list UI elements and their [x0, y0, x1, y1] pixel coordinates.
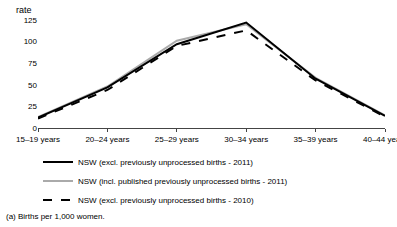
svg-text:35–39 years: 35–39 years: [294, 135, 338, 144]
svg-text:20–24 years: 20–24 years: [85, 135, 129, 144]
svg-text:(a) Births per 1,000 women.: (a) Births per 1,000 women.: [6, 212, 105, 221]
svg-text:100: 100: [24, 37, 38, 46]
svg-text:0: 0: [33, 124, 38, 133]
svg-text:NSW (excl. previously unproces: NSW (excl. previously unprocessed births…: [78, 196, 254, 205]
svg-text:25: 25: [28, 102, 37, 111]
svg-text:75: 75: [28, 59, 37, 68]
svg-text:30–34 years: 30–34 years: [224, 135, 268, 144]
svg-text:NSW (excl. previously unproces: NSW (excl. previously unprocessed births…: [78, 158, 253, 167]
svg-text:15–19 years: 15–19 years: [16, 135, 60, 144]
svg-text:rate: rate: [16, 5, 32, 15]
svg-text:40–44 years: 40–44 years: [363, 135, 397, 144]
svg-text:NSW (incl. published previousl: NSW (incl. published previously unproces…: [78, 177, 288, 186]
svg-text:25–29 years: 25–29 years: [155, 135, 199, 144]
svg-text:50: 50: [28, 81, 37, 90]
svg-text:125: 125: [24, 16, 38, 25]
